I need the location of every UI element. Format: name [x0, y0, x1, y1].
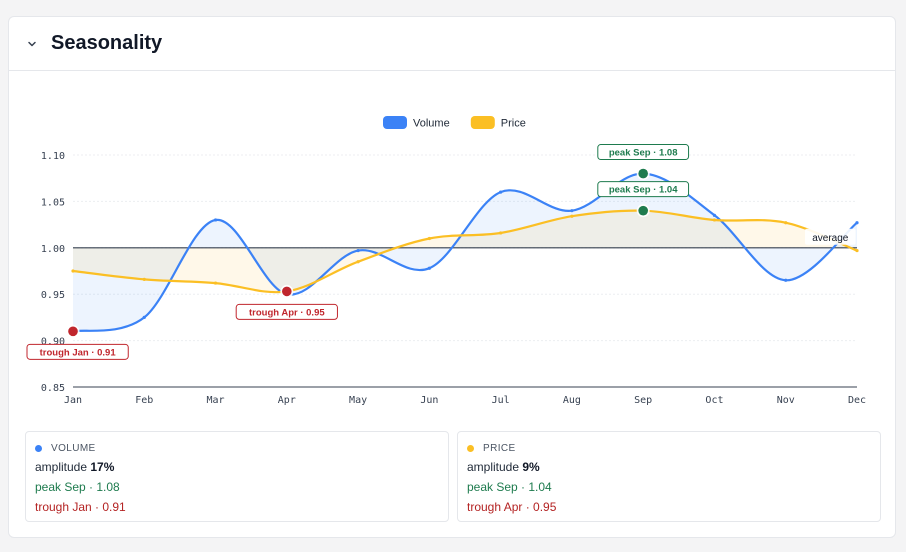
volume-legend-label: Volume	[413, 118, 450, 130]
price-point	[855, 248, 859, 253]
chevron-down-icon[interactable]	[25, 37, 39, 51]
price-line	[71, 209, 859, 294]
price-stat-name: PRICE	[483, 442, 516, 454]
volume-amplitude: amplitude 17%	[35, 460, 115, 474]
y-tick-label: 1.05	[41, 197, 65, 208]
volume-point	[570, 209, 574, 213]
price-point	[142, 277, 146, 281]
x-tick-label: May	[349, 395, 367, 406]
volume-point	[142, 315, 146, 319]
x-tick-label: Jan	[64, 395, 82, 406]
price-peak: peak Sep · 1.04	[467, 480, 552, 494]
price-legend-swatch	[470, 116, 495, 129]
trough-label-box	[235, 303, 338, 320]
x-tick-label: Jul	[492, 395, 510, 406]
price-point	[356, 260, 360, 264]
price-point	[71, 269, 75, 273]
volume-color-dot	[35, 444, 42, 452]
volume-peak: peak Sep · 1.08	[35, 480, 120, 494]
y-tick-label: 1.00	[41, 244, 65, 255]
x-tick-label: Oct	[705, 395, 723, 406]
volume-legend-swatch	[383, 116, 407, 129]
volume-point	[855, 221, 859, 225]
volume-trough: trough Jan · 0.91	[35, 500, 126, 514]
price-amplitude: amplitude 9%	[467, 460, 540, 474]
price-point	[570, 214, 574, 218]
volume-point	[427, 266, 431, 270]
volume-point	[356, 248, 360, 253]
volume-point	[213, 218, 218, 222]
card-header[interactable]: Seasonality	[9, 17, 895, 71]
x-tick-label: Mar	[207, 395, 225, 406]
x-tick-label: Apr	[278, 395, 296, 406]
peak-label: peak Sep · 1.08	[609, 148, 678, 159]
price-point	[427, 236, 431, 241]
volume-stat-box: VOLUME amplitude 17% peak Sep · 1.08 tro…	[25, 431, 449, 522]
x-tick-label: Dec	[848, 395, 866, 406]
peak-marker	[638, 168, 648, 179]
volume-point	[784, 278, 788, 282]
trough-marker	[68, 326, 78, 337]
y-tick-label: 0.85	[41, 383, 65, 394]
peak-label: peak Sep · 1.04	[609, 185, 678, 196]
price-stat-box: PRICE amplitude 9% peak Sep · 1.04 troug…	[457, 431, 881, 522]
x-tick-label: Feb	[135, 395, 153, 406]
price-area	[73, 210, 857, 293]
price-color-dot	[467, 444, 474, 452]
price-point	[784, 221, 788, 225]
volume-point	[499, 190, 503, 194]
trough-label: trough Jan · 0.91	[40, 347, 117, 358]
average-label: average	[812, 233, 849, 244]
x-tick-label: Aug	[563, 395, 581, 406]
price-trough: trough Apr · 0.95	[467, 500, 557, 514]
volume-line	[71, 172, 859, 333]
average-label-bg	[805, 228, 856, 245]
x-tick-label: Sep	[634, 395, 652, 406]
volume-point	[712, 213, 717, 217]
price-point	[213, 281, 218, 285]
y-tick-label: 1.10	[41, 151, 65, 162]
peak-marker	[638, 205, 648, 216]
price-legend-label: Price	[501, 118, 526, 130]
price-point	[712, 218, 717, 222]
volume-stat-name: VOLUME	[51, 442, 96, 454]
trough-label-box	[26, 343, 129, 360]
page-title: Seasonality	[51, 32, 163, 54]
trough-marker	[282, 286, 292, 297]
price-point	[499, 231, 503, 235]
y-tick-label: 0.95	[41, 290, 65, 301]
y-tick-label: 0.90	[41, 337, 65, 348]
peak-label-box	[597, 144, 690, 161]
x-tick-label: Jun	[420, 395, 438, 406]
peak-label-box	[597, 181, 690, 198]
x-tick-label: Nov	[777, 395, 795, 406]
trough-label: trough Apr · 0.95	[249, 307, 325, 318]
seasonality-card: Seasonality 1.10 1.05 1.00 0.95 0.90 0.85 Jan F…	[8, 16, 896, 538]
